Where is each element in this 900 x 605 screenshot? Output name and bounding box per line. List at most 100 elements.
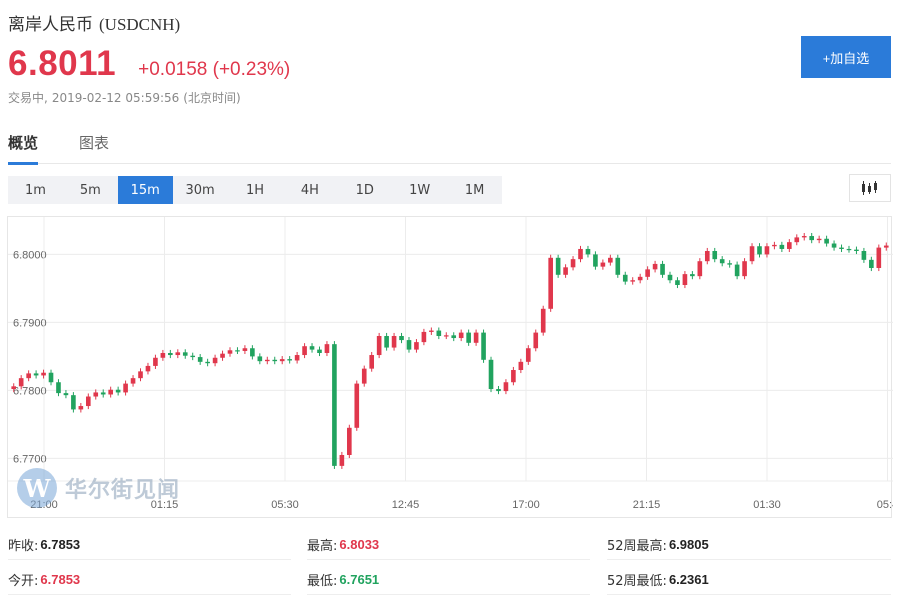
candle-body: [212, 357, 218, 364]
interval-5m[interactable]: 5m: [79, 182, 101, 198]
candle-body: [71, 395, 76, 410]
stat-high: 最高: 6.8033: [307, 530, 590, 560]
tab-chart[interactable]: 图表: [79, 134, 110, 152]
candle-body: [608, 257, 613, 263]
candle-body: [548, 257, 553, 309]
interval-1m[interactable]: 1m: [24, 182, 46, 198]
x-tick-label: 12:45: [392, 499, 420, 511]
candle-body: [697, 261, 703, 277]
interval-30m[interactable]: 30m: [185, 182, 215, 198]
candle-body: [682, 274, 688, 285]
candle-body: [182, 352, 188, 356]
stat-low: 最低: 6.7651: [307, 565, 590, 595]
candle-body: [391, 336, 397, 348]
candle-body: [414, 342, 419, 350]
candle-body: [287, 359, 292, 361]
candle-body: [540, 308, 546, 333]
candle-body: [764, 246, 770, 255]
candle-body: [41, 372, 46, 376]
candle-body: [451, 335, 457, 339]
candle-body: [26, 373, 31, 379]
candle-body: [525, 348, 531, 362]
candle-body: [839, 247, 844, 249]
candle-body: [339, 455, 345, 466]
stat-52w-high: 52周最高: 6.9805: [607, 530, 891, 560]
candle-body: [667, 274, 673, 281]
candle-body: [809, 236, 815, 241]
stat-value: 6.2361: [668, 572, 709, 587]
candle-body: [503, 382, 509, 392]
candle-body: [600, 262, 606, 267]
candle-body: [854, 249, 859, 251]
watermark: W 华尔街见闻: [17, 468, 180, 508]
candle-body: [347, 427, 352, 455]
candle-body: [56, 382, 61, 394]
stat-label: 今开:: [8, 574, 39, 589]
candle-body: [160, 353, 166, 358]
status-text: 交易中,: [8, 91, 48, 105]
candle-body: [652, 263, 658, 270]
candle-body: [421, 331, 427, 343]
stat-label: 最低:: [307, 574, 338, 589]
interval-1w[interactable]: 1W: [409, 182, 431, 198]
candle-body: [205, 361, 210, 364]
candle-body: [123, 383, 128, 393]
candle-body: [615, 257, 621, 275]
stat-open: 今开: 6.7853: [8, 565, 291, 595]
candle-body: [794, 237, 800, 243]
candle-body: [257, 356, 263, 362]
x-tick-label: 05:30: [271, 499, 299, 511]
interval-1d[interactable]: 1D: [355, 182, 374, 198]
candle-body: [145, 365, 151, 372]
price-chart[interactable]: 6.80006.79006.78006.770021:0001:1505:301…: [7, 216, 893, 519]
candle-body: [33, 373, 39, 376]
candle-body: [100, 392, 106, 395]
candle-body: [704, 251, 710, 262]
y-tick-label: 6.7700: [13, 453, 47, 465]
chart-type-button[interactable]: [849, 174, 891, 202]
interval-1h[interactable]: 1H: [245, 182, 265, 198]
stat-value: 6.7853: [40, 537, 81, 552]
candlestick-icon: [862, 181, 877, 195]
interval-4h[interactable]: 4H: [300, 182, 319, 198]
candle-body: [138, 371, 143, 379]
interval-15m[interactable]: 15m: [117, 176, 173, 204]
x-tick-label: 21:15: [633, 499, 661, 511]
candle-body: [63, 393, 69, 396]
instrument-title: 离岸人民币 (USDCNH): [8, 10, 180, 35]
candle-body: [130, 378, 136, 384]
candle-body: [466, 332, 471, 343]
candle-body: [235, 350, 240, 352]
candle-body: [570, 259, 576, 268]
candle-body: [630, 280, 636, 282]
candle-body: [488, 359, 494, 390]
stat-label: 昨收:: [8, 539, 39, 554]
interval-1mo[interactable]: 1M: [464, 182, 485, 198]
candle-body: [242, 348, 248, 351]
x-tick-label: 01:15: [151, 499, 179, 511]
stat-prev-close: 昨收: 6.7853: [8, 530, 291, 560]
candle-body: [354, 383, 360, 428]
trading-status: 交易中, 2019-02-12 05:59:56 (北京时间): [8, 89, 245, 106]
candle-body: [458, 332, 464, 339]
candle-body: [264, 359, 270, 362]
candle-body: [220, 353, 225, 358]
candle-body: [831, 243, 837, 248]
candle-body: [660, 263, 665, 275]
candle-body: [511, 370, 516, 383]
candle-body: [227, 350, 233, 354]
watermark-text: 华尔街见闻: [65, 478, 181, 503]
candle-body: [846, 248, 852, 251]
candle-body: [279, 359, 285, 362]
candle-body: [78, 406, 84, 410]
candle-body: [622, 274, 628, 282]
candlestick-chart[interactable]: 6.80006.79006.78006.770021:0001:1505:301…: [8, 217, 893, 519]
stat-label: 52周最低:: [607, 574, 667, 589]
tab-bar: 概览 图表: [8, 126, 891, 165]
tab-overview[interactable]: 概览: [8, 132, 39, 165]
add-watchlist-button[interactable]: +加自选: [801, 36, 891, 78]
candle-body: [779, 244, 785, 249]
candle-body: [302, 346, 307, 356]
candle-body: [443, 335, 449, 337]
candle-body: [742, 261, 747, 277]
